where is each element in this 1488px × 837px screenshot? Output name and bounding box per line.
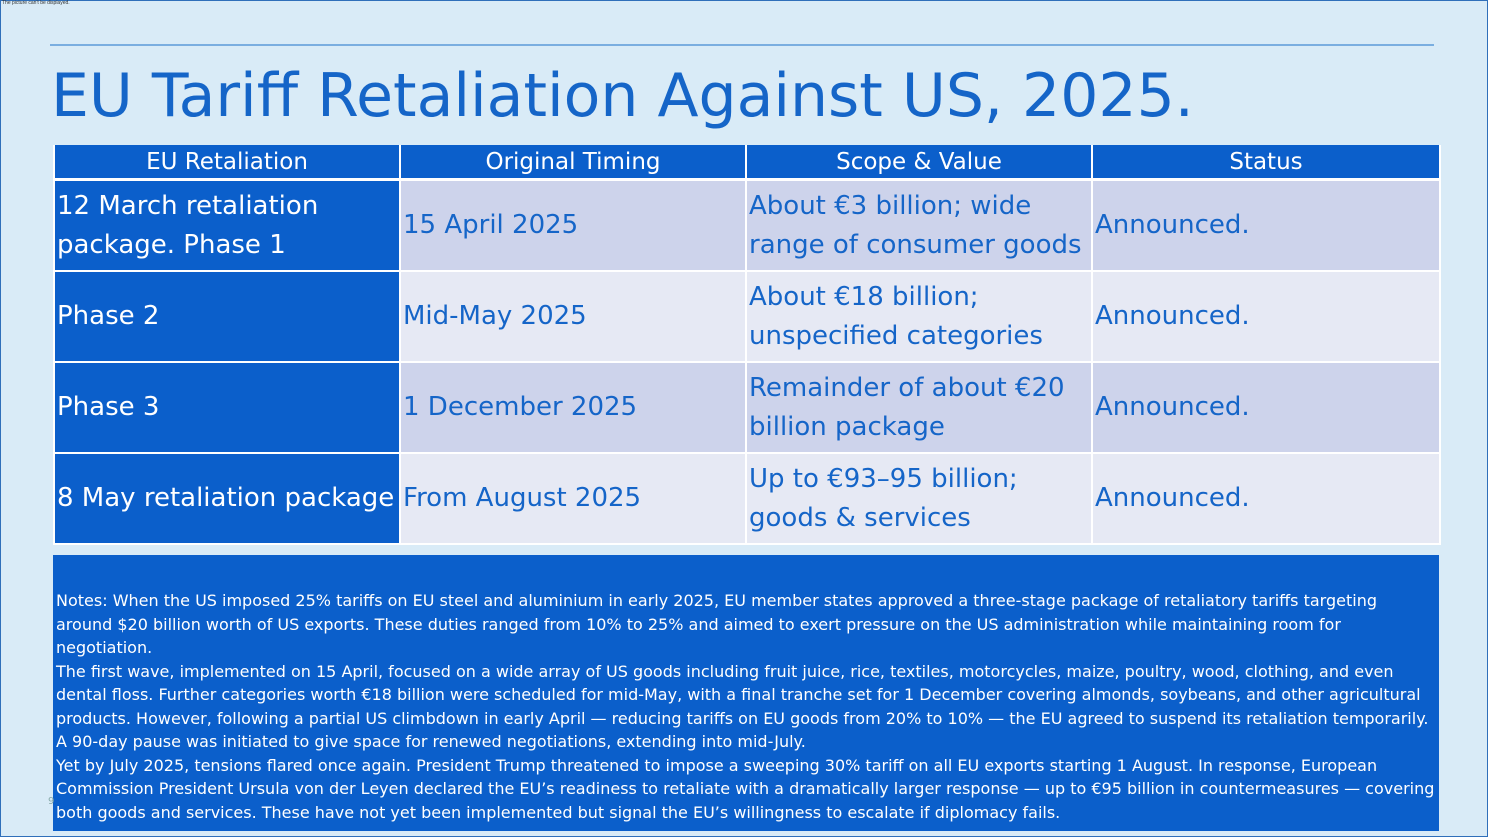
cell-timing: 1 December 2025 (399, 361, 747, 454)
header-scope: Scope & Value (745, 145, 1093, 181)
title-rule (50, 44, 1434, 46)
cell-retaliation: Phase 2 (53, 270, 401, 363)
cell-retaliation: 8 May retaliation package (53, 452, 401, 545)
cell-retaliation: Phase 3 (53, 361, 401, 454)
cell-scope: About €18 billion; unspecified categorie… (745, 270, 1093, 363)
table-row: 12 March retaliation package. Phase 1 15… (53, 178, 1441, 272)
cell-status: Announced. (1091, 178, 1441, 272)
cell-timing: Mid-May 2025 (399, 270, 747, 363)
notes-paragraph: The first wave, implemented on 15 April,… (56, 661, 1429, 752)
slide-title: EU Tariff Retaliation Against US, 2025. (51, 61, 1194, 131)
cell-timing: From August 2025 (399, 452, 747, 545)
cell-status: Announced. (1091, 270, 1441, 363)
retaliation-table: EU Retaliation Original Timing Scope & V… (53, 145, 1441, 545)
cell-retaliation: 12 March retaliation package. Phase 1 (53, 178, 401, 272)
notes-paragraph: Yet by July 2025, tensions flared once a… (56, 755, 1435, 822)
notes-box: Notes: When the US imposed 25% tariffs o… (53, 555, 1439, 831)
cell-scope: Remainder of about €20 billion package (745, 361, 1093, 454)
slide-number: 9 (48, 796, 55, 807)
cell-scope: About €3 billion; wide range of consumer… (745, 178, 1093, 272)
notes-paragraph: Notes: When the US imposed 25% tariffs o… (56, 591, 1377, 657)
table-row: 8 May retaliation package From August 20… (53, 452, 1441, 545)
table-row: Phase 2 Mid-May 2025 About €18 billion; … (53, 270, 1441, 363)
cell-timing: 15 April 2025 (399, 178, 747, 272)
header-status: Status (1091, 145, 1441, 181)
cell-scope: Up to €93–95 billion; goods & services (745, 452, 1093, 545)
cell-status: Announced. (1091, 361, 1441, 454)
header-retaliation: EU Retaliation (53, 145, 401, 181)
table-header-row: EU Retaliation Original Timing Scope & V… (53, 145, 1441, 181)
header-timing: Original Timing (399, 145, 747, 181)
table-row: Phase 3 1 December 2025 Remainder of abo… (53, 361, 1441, 454)
cell-status: Announced. (1091, 452, 1441, 545)
image-placeholder-text: The picture can't be displayed. (2, 0, 70, 6)
